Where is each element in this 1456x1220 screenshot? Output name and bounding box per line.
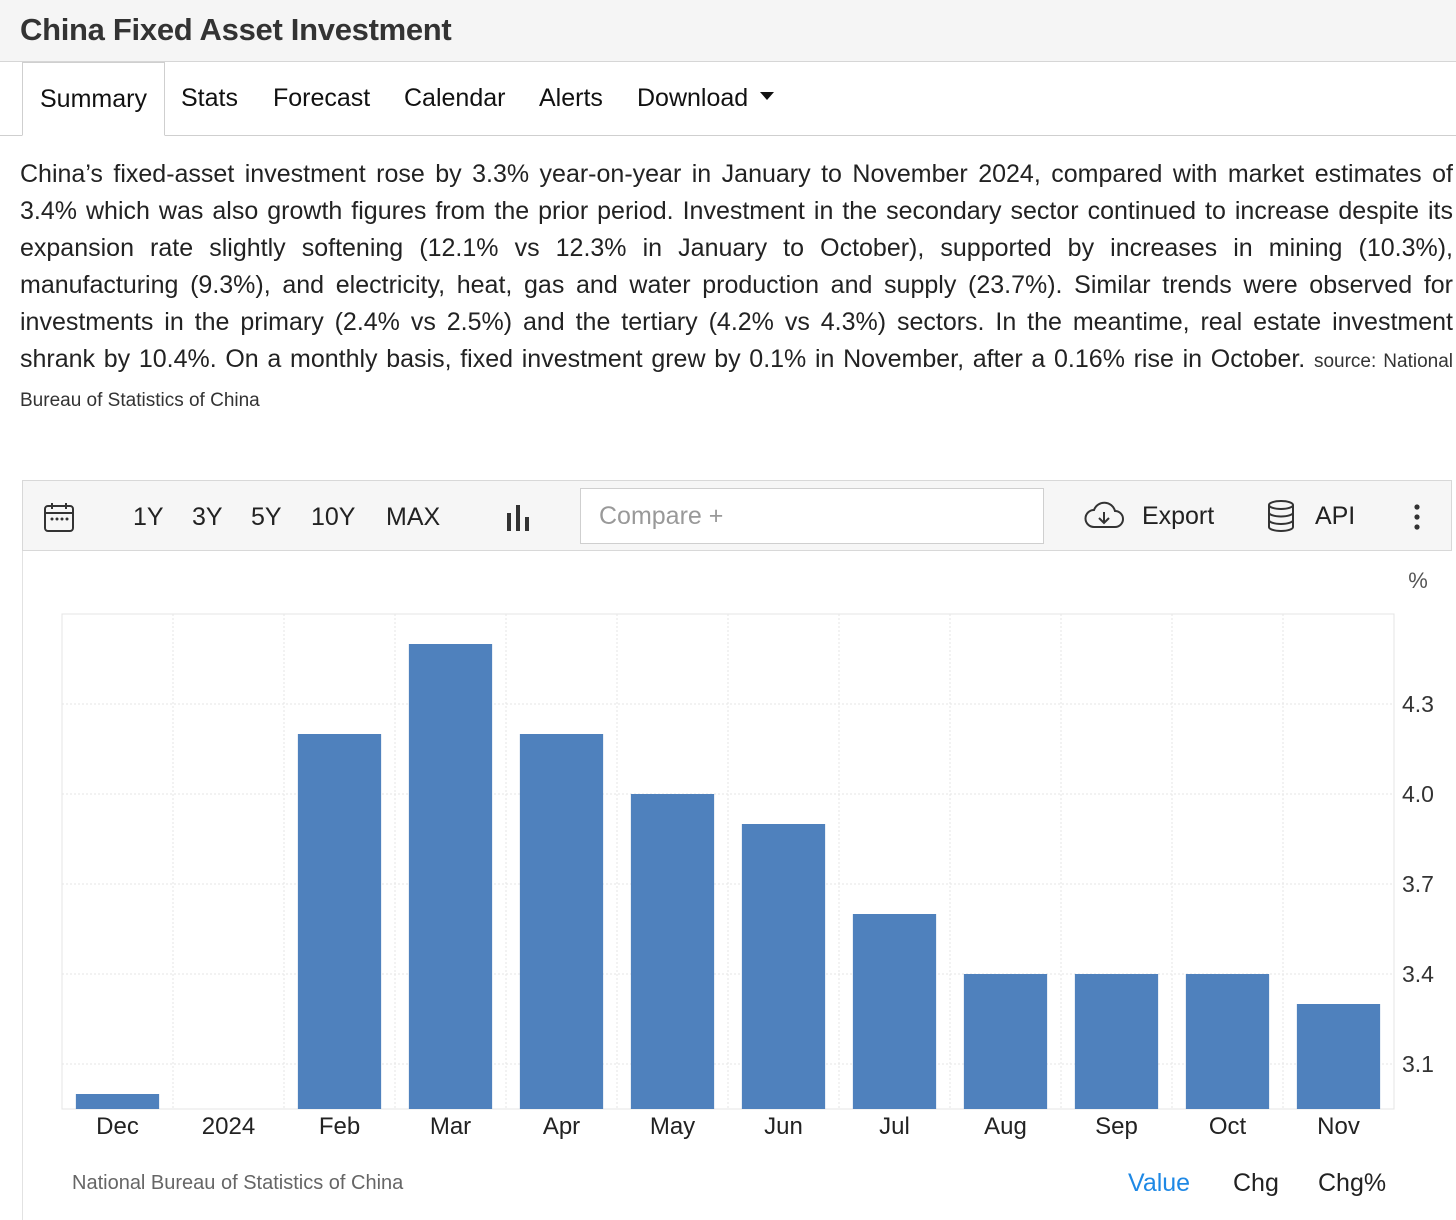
- export-label: Export: [1141, 501, 1215, 530]
- tab-calendar[interactable]: Calendar: [404, 84, 506, 112]
- export-button[interactable]: Export: [1083, 501, 1214, 531]
- chart-panel: [22, 480, 1452, 1220]
- range-5y-button[interactable]: 5Y: [251, 503, 282, 531]
- database-icon: [1268, 500, 1294, 532]
- tab-alerts[interactable]: Alerts: [539, 84, 603, 112]
- range-1y-button[interactable]: 1Y: [133, 503, 164, 531]
- chevron-down-icon: [760, 92, 775, 101]
- cloud-download-icon: [1084, 502, 1124, 529]
- page-title: China Fixed Asset Investment: [20, 12, 452, 47]
- range-max-button[interactable]: MAX: [386, 503, 441, 531]
- bar-chart-icon[interactable]: [505, 503, 531, 538]
- title-bar: China Fixed Asset Investment: [0, 0, 1456, 62]
- api-button[interactable]: API: [1266, 499, 1355, 533]
- api-label: API: [1314, 501, 1356, 530]
- chg-percent-toggle-button[interactable]: Chg%: [1318, 1169, 1387, 1197]
- compare-input[interactable]: Compare +: [580, 488, 1044, 544]
- summary-paragraph: China’s fixed-asset investment rose by 3…: [20, 156, 1453, 419]
- tab-download-label: Download: [637, 84, 749, 112]
- more-vertical-icon[interactable]: [1412, 503, 1422, 538]
- chart-source: National Bureau of Statistics of China: [72, 1172, 404, 1194]
- tab-summary[interactable]: Summary: [22, 62, 165, 136]
- chart-toolbar: 1Y 3Y 5Y 10Y MAX Compare + Export API: [22, 480, 1452, 551]
- tab-download[interactable]: Download: [637, 62, 775, 135]
- range-10y-button[interactable]: 10Y: [311, 503, 356, 531]
- calendar-icon[interactable]: [43, 501, 75, 540]
- tab-stats[interactable]: Stats: [181, 84, 238, 112]
- tab-bar: Summary Stats Forecast Calendar Alerts D…: [0, 62, 1456, 136]
- summary-source: source: National Bureau of Statistics of…: [20, 351, 1453, 411]
- range-3y-button[interactable]: 3Y: [192, 503, 223, 531]
- tab-forecast[interactable]: Forecast: [273, 84, 371, 112]
- value-toggle-button[interactable]: Value: [1128, 1169, 1191, 1197]
- summary-text: China’s fixed-asset investment rose by 3…: [20, 160, 1453, 373]
- chg-toggle-button[interactable]: Chg: [1233, 1169, 1279, 1197]
